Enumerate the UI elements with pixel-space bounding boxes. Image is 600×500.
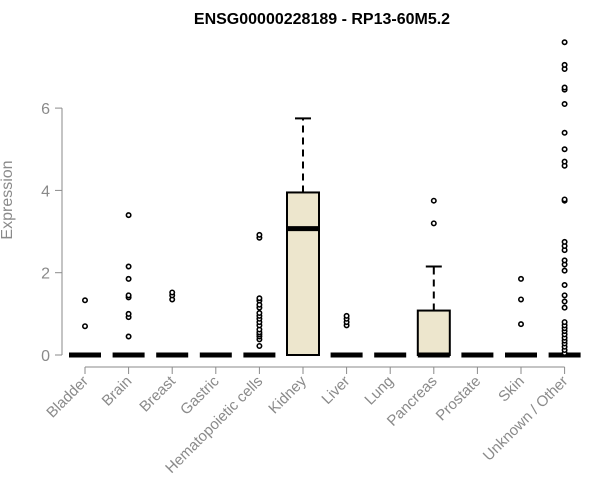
outlier-point	[125, 310, 132, 317]
category-label: Skin	[495, 373, 528, 406]
outlier-point	[125, 263, 132, 270]
y-tick-label: 0	[41, 348, 50, 365]
outlier-point	[561, 196, 568, 203]
y-tick-label: 6	[41, 101, 50, 118]
box-rect	[286, 191, 320, 356]
outlier-point	[256, 231, 263, 238]
outlier-point	[125, 292, 132, 299]
outlier-point	[561, 39, 568, 46]
boxes	[69, 39, 581, 358]
outlier-point	[561, 158, 568, 165]
outlier-point	[517, 275, 524, 282]
outlier-point	[561, 61, 568, 68]
y-tick-label: 2	[41, 266, 50, 283]
outlier-point	[256, 295, 263, 302]
outlier-point	[517, 296, 524, 303]
y-axis-label: Expression	[0, 160, 16, 239]
outlier-point	[561, 292, 568, 299]
outlier-point	[256, 310, 263, 317]
axes: 0 2 4 6	[41, 101, 566, 374]
box-rect	[416, 309, 451, 357]
outlier-point	[561, 282, 568, 289]
outlier-point	[256, 342, 263, 349]
outlier-point	[561, 100, 568, 107]
outlier-point	[561, 146, 568, 153]
category-label: Prostate	[433, 373, 485, 425]
box-group	[156, 289, 189, 358]
category-label: Liver	[318, 373, 353, 408]
outlier-point	[125, 212, 132, 219]
category-label: Breast	[136, 372, 179, 415]
outlier-point	[561, 238, 568, 245]
outlier-point	[561, 84, 568, 91]
outlier-point	[561, 267, 568, 274]
outlier-point	[430, 197, 437, 204]
outlier-point	[561, 257, 568, 264]
box-group	[548, 39, 581, 358]
box-group	[286, 117, 320, 356]
chart-title: ENSG00000228189 - RP13-60M5.2	[194, 11, 450, 28]
category-label: Bladder	[43, 373, 92, 422]
box-group	[330, 312, 363, 358]
y-tick-label: 4	[41, 183, 50, 200]
box-group	[416, 197, 451, 358]
outlier-point	[430, 220, 437, 227]
outlier-point	[125, 275, 132, 282]
outlier-point	[561, 304, 568, 311]
outlier-point	[561, 129, 568, 136]
outlier-point	[561, 298, 568, 305]
category-label: Brain	[99, 373, 136, 410]
outlier-point	[169, 289, 176, 296]
outlier-point	[517, 321, 524, 328]
outlier-point	[82, 323, 89, 330]
outlier-point	[561, 319, 568, 326]
outlier-point	[343, 312, 350, 319]
category-label: Lung	[361, 373, 397, 409]
box-group	[69, 297, 101, 358]
outlier-point	[82, 297, 89, 304]
box-group	[505, 275, 537, 358]
box-group	[112, 212, 145, 358]
box-group	[243, 231, 276, 358]
outlier-point	[125, 333, 132, 340]
category-label: Kidney	[265, 372, 310, 417]
